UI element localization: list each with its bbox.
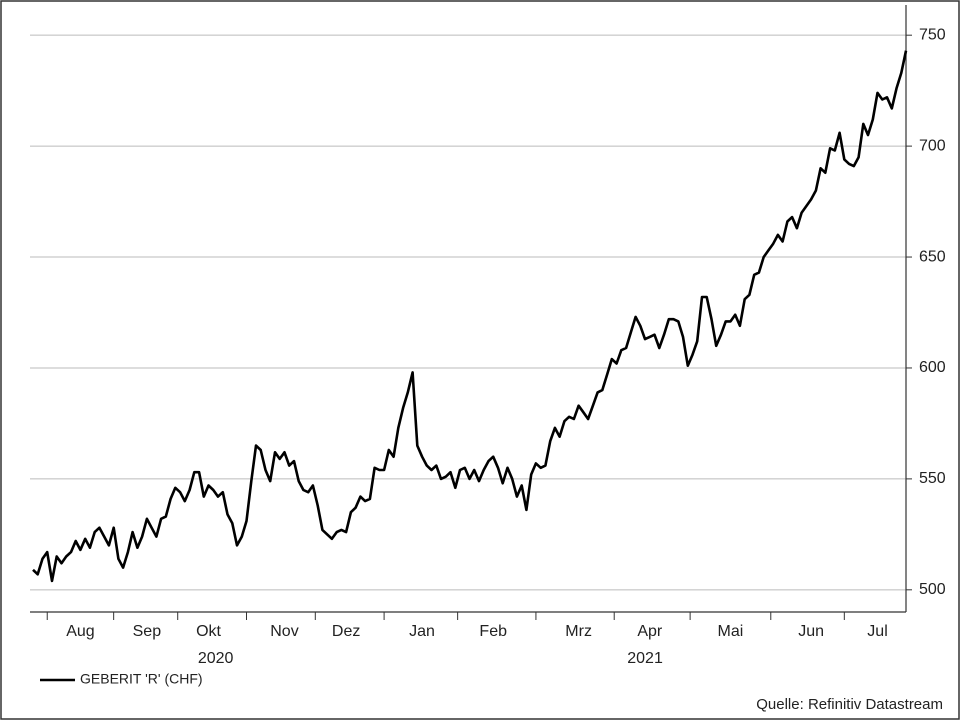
x-tick-label: Mrz bbox=[565, 623, 592, 640]
x-group-label: 2020 bbox=[198, 650, 234, 667]
y-tick-label: 650 bbox=[919, 248, 946, 265]
y-tick-label: 500 bbox=[919, 581, 946, 598]
y-tick-label: 700 bbox=[919, 137, 946, 154]
x-tick-label: Jan bbox=[409, 623, 435, 640]
x-tick-label: Okt bbox=[196, 623, 221, 640]
x-tick-label: Jun bbox=[798, 623, 824, 640]
x-tick-label: Dez bbox=[332, 623, 360, 640]
x-tick-label: Jul bbox=[867, 623, 887, 640]
x-tick-label: Mai bbox=[718, 623, 744, 640]
x-group-label: 2021 bbox=[627, 650, 663, 667]
x-tick-label: Feb bbox=[479, 623, 507, 640]
x-tick-label: Nov bbox=[270, 623, 298, 640]
y-tick-label: 600 bbox=[919, 359, 946, 376]
x-tick-label: Apr bbox=[637, 623, 663, 640]
y-tick-label: 550 bbox=[919, 470, 946, 487]
price-line bbox=[32, 50, 908, 583]
x-tick-label: Sep bbox=[133, 623, 162, 640]
legend-label: GEBERIT 'R' (CHF) bbox=[80, 671, 203, 687]
y-tick-label: 750 bbox=[919, 26, 946, 43]
x-tick-label: Aug bbox=[66, 623, 94, 640]
source: Quelle: Refinitiv Datastream bbox=[756, 696, 943, 713]
